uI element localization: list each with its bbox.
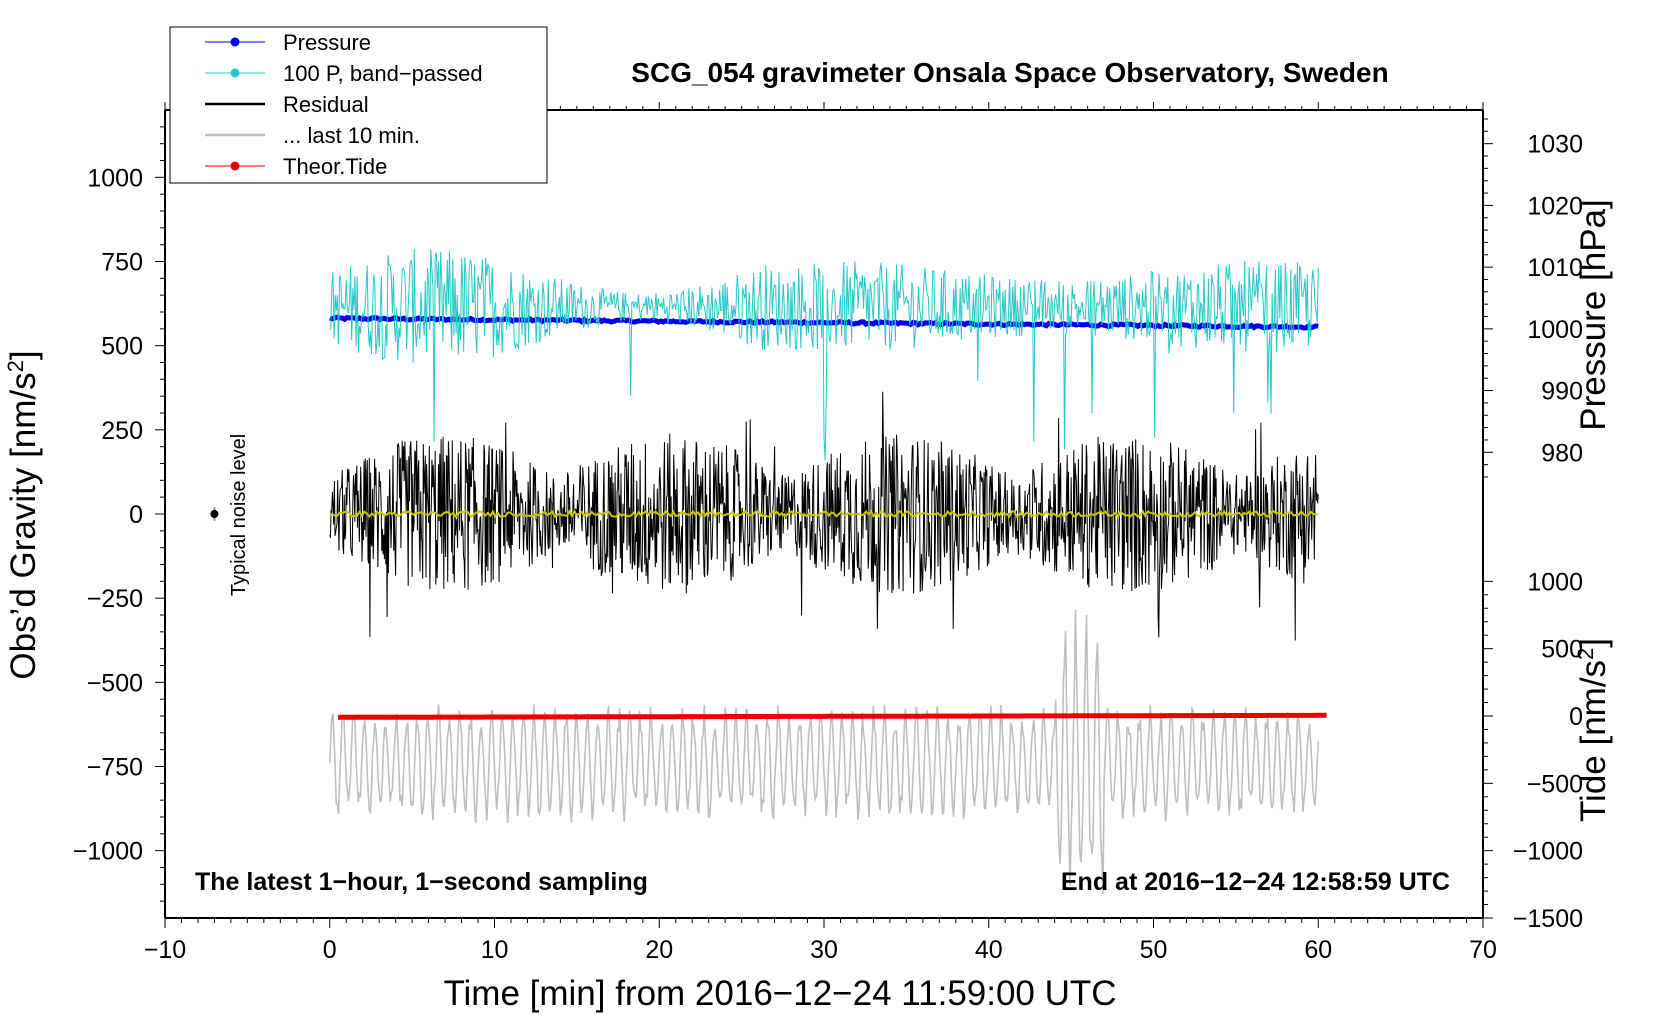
y-tick-label: −500 — [87, 669, 143, 697]
annotation-sampling: The latest 1−hour, 1−second sampling — [195, 868, 648, 896]
text-layer: SCG_054 gravimeter Onsala Space Observat… — [3, 57, 1614, 1013]
noise-marker — [210, 510, 219, 518]
x-axis-label: Time [min] from 2016−12−24 11:59:00 UTC — [443, 974, 1116, 1013]
tide-axis-label: Tide [nm/s2] — [1573, 638, 1614, 822]
legend-marker-0 — [230, 37, 240, 47]
x-tick-label: −10 — [144, 936, 186, 964]
series-layer — [329, 248, 1327, 895]
chart-title: SCG_054 gravimeter Onsala Space Observat… — [631, 57, 1388, 88]
x-tick-label: 40 — [975, 936, 1003, 964]
pressure-tick-label: 980 — [1541, 439, 1583, 467]
x-tick-label: 0 — [323, 936, 337, 964]
x-tick-label: 60 — [1304, 936, 1332, 964]
tide-tick-label: −1500 — [1513, 905, 1583, 933]
y-tick-label: 1000 — [87, 164, 143, 192]
pressure-tick-label: 1020 — [1527, 192, 1583, 220]
pressure-tick-label: 1030 — [1527, 131, 1583, 159]
y-axis-label-main: Obs’d Gravity [nm/s — [4, 372, 43, 679]
x-tick-label: 30 — [810, 936, 838, 964]
tide-tick-label: 500 — [1541, 636, 1583, 664]
y-axis-label: Obs’d Gravity [nm/s2] — [3, 350, 44, 679]
y-tick-label: −750 — [87, 754, 143, 782]
y-tick-label: −1000 — [73, 838, 143, 866]
series-residual — [329, 391, 1319, 641]
pressure-axis-label: Pressure [hPa] — [1574, 199, 1613, 431]
frame-layer — [155, 102, 1493, 928]
y-tick-label: 0 — [129, 501, 143, 529]
residual-line — [329, 391, 1319, 641]
pressure-line — [329, 314, 1319, 331]
tide-axis-label-end: ] — [1574, 638, 1613, 648]
legend: Pressure 100 P, band−passed Residual ... la… — [169, 26, 548, 184]
series-100-p-band-passed — [329, 248, 1319, 461]
x-tick-label: 50 — [1140, 936, 1168, 964]
y-tick-label: −250 — [87, 585, 143, 613]
series-pressure — [329, 314, 1319, 331]
x-tick-label: 20 — [645, 936, 673, 964]
x-tick-label: 70 — [1469, 936, 1497, 964]
x-tick-label: 10 — [481, 936, 509, 964]
tide-tick-label: −500 — [1527, 770, 1583, 798]
legend-label-3: ... last 10 min. — [283, 123, 420, 148]
tide-tick-label: −1000 — [1513, 838, 1583, 866]
pressure-tick-label: 1000 — [1527, 316, 1583, 344]
noise-level-label: Typical noise level — [228, 434, 250, 596]
annotation-end-time: End at 2016−12−24 12:58:59 UTC — [1061, 868, 1450, 896]
y-tick-label: 750 — [101, 249, 143, 277]
tide-axis-label-main: Tide [nm/s — [1574, 660, 1613, 822]
pressure-tick-label: 1010 — [1527, 254, 1583, 282]
y-axis-label-end: ] — [4, 350, 43, 360]
series--last-10-min- — [329, 609, 1320, 895]
legend-marker-1 — [230, 68, 240, 78]
y-tick-label: 500 — [101, 333, 143, 361]
y-axis-label-sup: 2 — [3, 360, 28, 372]
tide-line — [338, 712, 1327, 720]
tide-tick-label: 0 — [1569, 703, 1583, 731]
series-residual-smoothed- — [329, 509, 1319, 519]
y-tick-label: 250 — [101, 417, 143, 445]
tide-axis-label-sup: 2 — [1573, 648, 1598, 660]
band-passed-line — [329, 248, 1319, 461]
tide-tick-label: 1000 — [1527, 568, 1583, 596]
legend-marker-4 — [230, 161, 240, 171]
last-10-min-line — [329, 609, 1320, 895]
pressure-tick-label: 990 — [1541, 378, 1583, 406]
residual-smoothed-line — [329, 509, 1319, 519]
legend-label-2: Residual — [283, 92, 369, 117]
legend-label-0: Pressure — [283, 30, 371, 55]
legend-label-1: 100 P, band−passed — [283, 61, 483, 86]
legend-label-4: Theor.Tide — [283, 154, 387, 179]
series-theor-tide — [338, 712, 1327, 720]
